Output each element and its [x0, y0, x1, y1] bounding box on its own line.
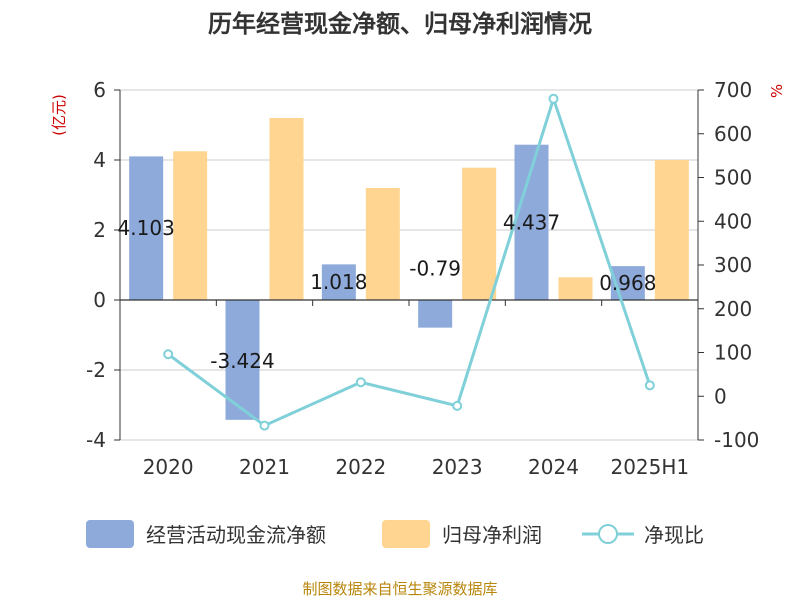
bar-net-profit: [558, 277, 593, 300]
legend-label-cashflow: 经营活动现金流净额: [146, 523, 326, 547]
net-cash-ratio-line: [167, 93, 652, 428]
bar-cashflow: [129, 156, 164, 300]
legend-label-net-cash-ratio: 净现比: [644, 523, 704, 547]
y-right-tick-label: 200: [714, 297, 752, 321]
cashflow-data-label: 4.437: [503, 210, 560, 234]
bar-net-profit: [654, 160, 689, 300]
bar-cashflow: [321, 264, 356, 300]
net-cash-ratio-point: [163, 349, 174, 360]
y-left-tick-label: -4: [86, 428, 106, 452]
source-note: 制图数据来自恒生聚源数据库: [302, 580, 497, 598]
x-tick-label: 2022: [335, 455, 386, 479]
y-left-tick-label: 4: [93, 148, 106, 172]
cashflow-data-label: 1.018: [310, 270, 367, 294]
y-right-tick-label: 0: [714, 384, 727, 408]
bar-net-profit: [269, 118, 304, 300]
cashflow-data-label: 0.968: [599, 271, 656, 295]
y-right-tick-label: -100: [714, 428, 759, 452]
x-tick-label: 2020: [143, 455, 194, 479]
net-cash-ratio-point: [355, 377, 366, 388]
y-left-tick-label: 2: [93, 218, 106, 242]
left-axis-unit: (亿元): [50, 94, 68, 136]
y-left-tick-label: -2: [86, 358, 106, 382]
x-tick-label: 2025H1: [610, 455, 689, 479]
data-labels: 4.103 -3.424 1.018 -0.79 4.437 0.968: [118, 210, 657, 372]
legend-swatch-cashflow: [86, 520, 134, 548]
x-tick-label: 2021: [239, 455, 290, 479]
bar-net-profit: [173, 151, 208, 300]
bars: [129, 118, 689, 420]
legend-swatch-marker: [598, 524, 618, 544]
y-right-tick-label: 400: [714, 209, 752, 233]
right-axis-unit: %: [768, 84, 786, 98]
axes: [114, 89, 704, 441]
legend-swatch-net-profit: [382, 520, 430, 548]
x-tick-label: 2024: [528, 455, 579, 479]
line-series: [163, 93, 655, 431]
net-cash-ratio-point: [644, 380, 655, 391]
net-cash-ratio-point: [452, 400, 463, 411]
x-tick-label: 2023: [432, 455, 483, 479]
y-left-tick-label: 6: [93, 78, 106, 102]
bar-cashflow: [418, 300, 453, 328]
y-left-tick-label: 0: [93, 288, 106, 312]
legend-label-net-profit: 归母净利润: [442, 523, 542, 547]
cashflow-data-label: 4.103: [118, 216, 175, 240]
legend: 经营活动现金流净额 归母净利润 净现比: [86, 520, 704, 548]
y-right-tick-label: 600: [714, 122, 752, 146]
bar-net-profit: [462, 167, 497, 300]
net-cash-ratio-point: [259, 420, 270, 431]
y-right-tick-label: 700: [714, 78, 752, 102]
y-right-tick-label: 300: [714, 253, 752, 277]
grid: [120, 89, 698, 441]
cashflow-data-label: -3.424: [210, 349, 274, 373]
bar-net-profit: [365, 188, 400, 300]
cashflow-data-label: -0.79: [409, 257, 461, 281]
net-cash-ratio-point: [548, 93, 559, 104]
y-right-tick-label: 100: [714, 341, 752, 365]
chart-title: 历年经营现金净额、归母净利润情况: [208, 10, 592, 38]
tick-labels: 6 4 2 0 -2 -4 700 600 500 400 300 200 100 0 -100 2020 20…: [86, 78, 759, 479]
y-right-tick-label: 500: [714, 166, 752, 190]
